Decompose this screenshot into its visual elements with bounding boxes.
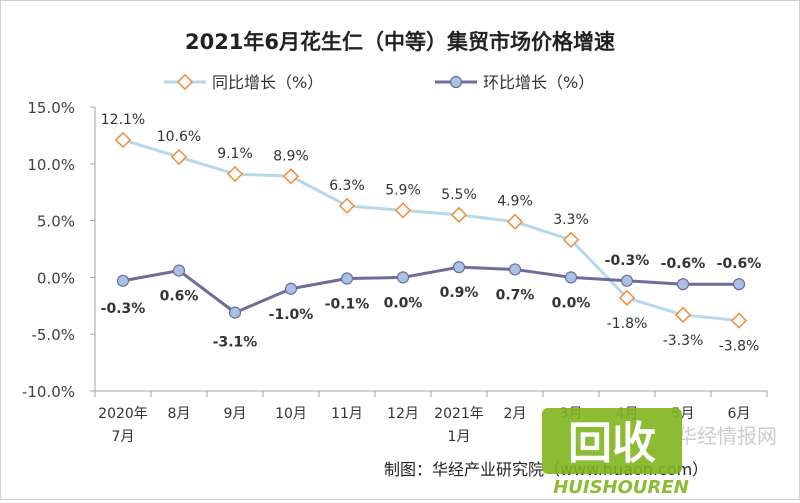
mom-point-marker [508,263,522,276]
mom-data-label: -0.3% [605,253,650,269]
yoy-point-marker [226,165,244,183]
x-tick-label: 2月 [504,406,527,422]
x-tick-label: 7月 [112,429,135,445]
x-tick-label: 2021年 [434,406,484,422]
legend-label-yoy: 同比增长（%） [212,73,323,92]
legend-item-mom: 环比增长（%） [435,73,594,92]
mom-data-label: -0.6% [717,256,762,272]
yoy-data-label: 5.9% [385,182,421,198]
mom-point-marker [172,264,186,277]
legend-marker-mom [449,75,463,89]
mom-data-label: 0.6% [160,289,199,305]
yoy-point-marker [338,197,356,214]
yoy-data-label: -3.3% [663,333,704,349]
mom-data-label: -3.1% [213,335,258,351]
yoy-data-label: 9.1% [217,146,253,162]
series-layer [114,131,748,329]
yoy-data-label: -1.8% [607,316,648,332]
mom-point-marker [676,278,690,291]
yoy-point-marker [562,231,580,249]
mom-data-label: -0.6% [661,256,706,272]
yoy-data-label: 8.9% [273,148,309,164]
mom-point-marker [452,261,466,274]
yoy-data-label: 12.1% [101,112,145,128]
x-tick-label: 9月 [224,406,247,422]
y-tick-label: 5.0% [37,213,75,231]
x-tick-label: 12月 [387,406,419,422]
mom-point-marker [564,271,578,284]
mom-point-marker [116,274,130,287]
mom-data-label: -0.1% [325,297,370,313]
chart-title: 2021年6月花生仁（中等）集贸市场价格增速 [185,30,615,54]
watermark-logo-box [542,408,682,474]
y-tick-label: -5.0% [31,326,75,344]
yoy-data-label: 10.6% [157,129,201,145]
yoy-data-label: -3.8% [719,339,760,355]
mom-point-marker [228,306,242,319]
yoy-point-marker [114,131,132,149]
watermark-logo-text: 回收 [568,418,656,469]
x-tick-label: 11月 [331,406,363,422]
mom-point-marker [620,274,634,287]
yoy-point-marker [674,306,692,324]
watermark-side-text: 华经情报网 [677,424,777,448]
watermark: 华经情报网 回收 HUISHOUREN [542,408,777,498]
yoy-point-marker [618,289,636,306]
x-tick-label: 1月 [448,429,471,445]
mom-point-marker [732,278,746,291]
y-tick-label: 0.0% [37,269,75,287]
legend-marker-yoy [176,73,194,91]
legend-label-mom: 环比增长（%） [483,73,594,92]
y-tick-label: 10.0% [27,156,75,174]
yoy-data-label: 5.5% [441,187,477,203]
yoy-point-marker [394,202,412,219]
mom-data-label: 0.0% [384,295,423,311]
x-tick-label: 6月 [728,406,751,422]
yoy-data-label: 6.3% [329,178,365,194]
data-labels: 12.1% 10.6% 9.1% 8.9% 6.3% 5.9% 5.5% 4.9% 3.3% -1… [101,112,762,355]
watermark-brand-text: HUISHOUREN [553,477,689,498]
mom-data-label: -0.3% [101,301,146,317]
mom-point-marker [340,272,354,285]
mom-point-marker [284,282,298,295]
legend: 同比增长（%） 环比增长（%） [164,73,594,92]
mom-data-label: 0.9% [440,285,479,301]
y-tick-label: 15.0% [27,99,75,117]
yoy-data-label: 4.9% [497,194,533,210]
axes: 15.0% 10.0% 5.0% 0.0% -5.0% -10.0% 2020年 7月 8月 9月… [22,99,768,445]
mom-data-label: -1.0% [269,307,314,323]
x-tick-label: 10月 [275,406,307,422]
y-tick-label: -10.0% [22,383,75,401]
x-tick-label: 2020年 [98,406,148,422]
legend-item-yoy: 同比增长（%） [164,73,323,92]
yoy-point-marker [506,213,524,230]
mom-data-label: 0.7% [496,287,535,303]
yoy-point-marker [170,148,188,166]
yoy-point-marker [450,206,468,224]
yoy-data-label: 3.3% [553,212,589,228]
mom-data-label: 0.0% [552,295,591,311]
yoy-point-marker [730,312,748,329]
x-tick-label: 8月 [168,406,191,422]
yoy-series-line [122,138,740,323]
mom-point-marker [396,271,410,284]
mom-series-line [122,265,739,315]
yoy-point-marker [282,168,300,185]
